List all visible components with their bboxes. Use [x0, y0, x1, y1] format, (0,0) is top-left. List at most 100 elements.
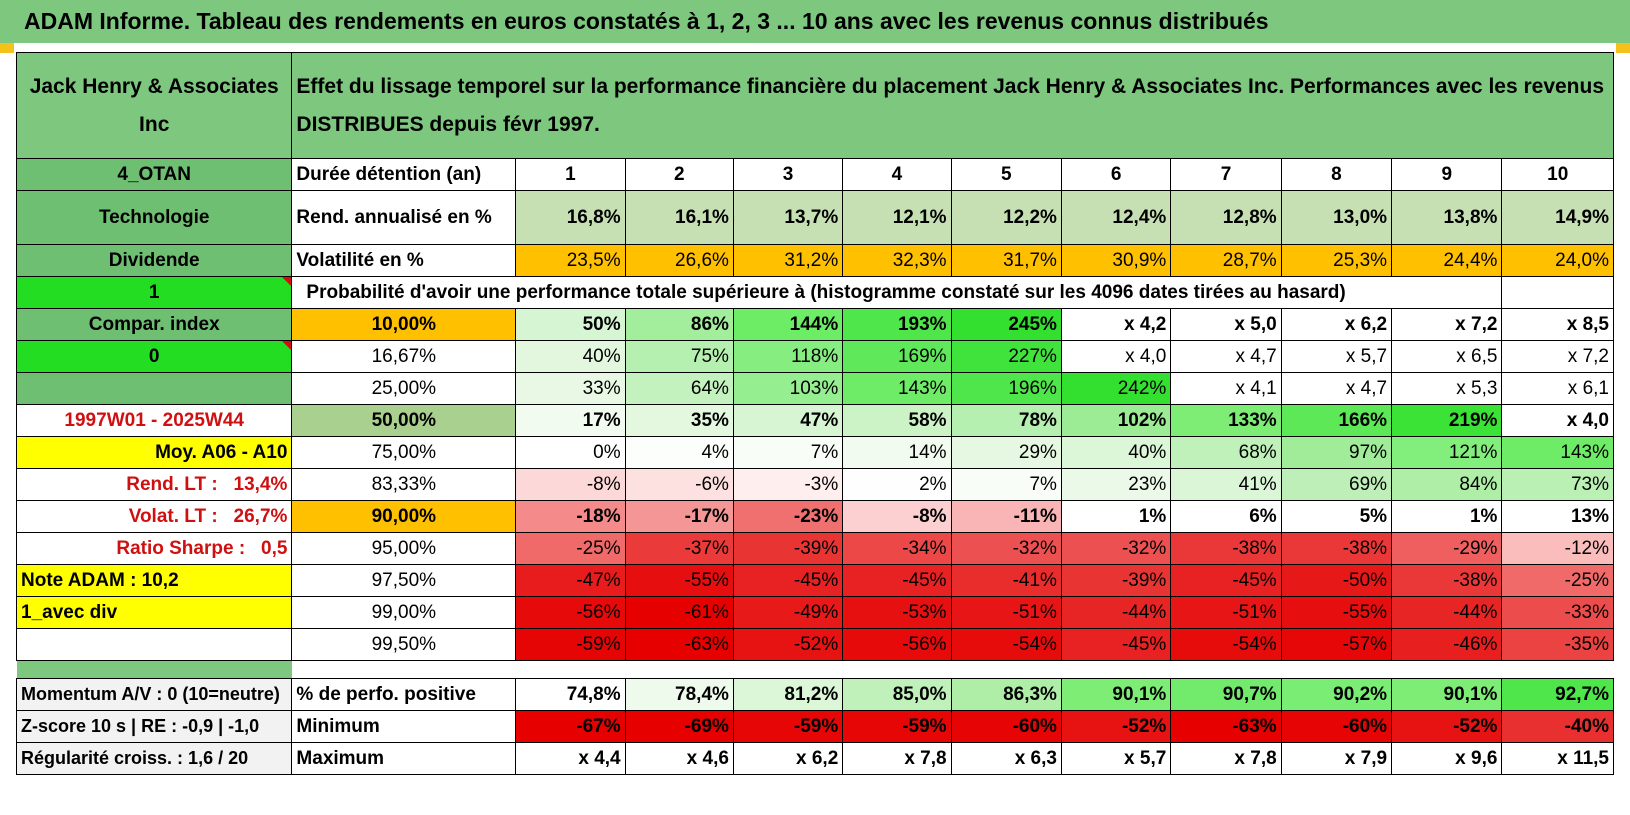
volatility-cell: 31,2%: [732, 244, 844, 277]
corner-marker-left: [0, 43, 14, 53]
prob-cell: x 6,1: [1501, 372, 1614, 405]
positive-cell: 81,2%: [732, 678, 844, 711]
prob-cell: 219%: [1391, 404, 1503, 437]
prob-cell: x 5,7: [1280, 340, 1393, 373]
minimum-cell: -69%: [624, 710, 734, 743]
maximum-row: Régularité croiss. : 1,6 / 20 Maximum x …: [15, 742, 1614, 775]
asset-code: 4_OTAN: [15, 158, 293, 191]
maximum-cell: x 5,7: [1060, 742, 1172, 775]
year-cell: 10: [1501, 158, 1614, 191]
prob-cell: 133%: [1170, 404, 1282, 437]
annual-return-label: Rend. annualisé en %: [291, 190, 517, 245]
year-cell: 6: [1060, 158, 1172, 191]
prob-cell: 17%: [515, 404, 626, 437]
prob-cell: -45%: [842, 564, 952, 597]
regularity-label: Régularité croiss. : 1,6 / 20: [15, 742, 293, 775]
prob-cell: -45%: [1170, 564, 1282, 597]
volatility-cell: 26,6%: [624, 244, 734, 277]
empty-cell: [1501, 276, 1614, 309]
prob-cell: 5%: [1280, 500, 1393, 533]
prob-cell: x 4,0: [1060, 340, 1172, 373]
prob-cell: 97%: [1280, 436, 1393, 469]
minimum-cell: -60%: [1280, 710, 1393, 743]
prob-cell: -44%: [1391, 596, 1503, 629]
prob-cell: 242%: [1060, 372, 1172, 405]
year-cell: 4: [842, 158, 952, 191]
compar-index-label: Compar. index: [15, 308, 293, 341]
prob-cell: 40%: [1060, 436, 1172, 469]
prob-cell: 103%: [732, 372, 844, 405]
positive-cell: 85,0%: [842, 678, 952, 711]
prob-cell: 1%: [1060, 500, 1172, 533]
prob-cell: -56%: [842, 628, 952, 661]
probability-title-row: 1 Probabilité d'avoir une performance to…: [15, 276, 1614, 309]
prob-cell: -8%: [515, 468, 626, 501]
annual-return-cell: 13,7%: [732, 190, 844, 245]
volatility-cell: 23,5%: [515, 244, 626, 277]
year-cell: 1: [515, 158, 626, 191]
prob-cell: -56%: [515, 596, 626, 629]
prob-cell: 196%: [950, 372, 1062, 405]
prob-cell: -54%: [950, 628, 1062, 661]
prob-row: Rend. LT : 13,4% 83,33% -8% -6% -3% 2% 7…: [15, 468, 1614, 501]
year-cell: 9: [1391, 158, 1503, 191]
minimum-cell: -52%: [1060, 710, 1172, 743]
annual-return-cell: 12,1%: [842, 190, 952, 245]
table-description: Effet du lissage temporel sur la perform…: [291, 52, 1614, 159]
prob-cell: 1%: [1391, 500, 1503, 533]
prob-cell: -53%: [842, 596, 952, 629]
prob-cell: -55%: [624, 564, 734, 597]
prob-cell: 121%: [1391, 436, 1503, 469]
prob-row: Ratio Sharpe : 0,5 95,00% -25% -37% -39%…: [15, 532, 1614, 565]
maximum-cell: x 6,3: [950, 742, 1062, 775]
prob-cell: -34%: [842, 532, 952, 565]
prob-cell: 13%: [1501, 500, 1614, 533]
prob-row: Compar. index 10,00% 50% 86% 144% 193% 2…: [15, 308, 1614, 341]
prob-cell: -52%: [732, 628, 844, 661]
prob-cell: -38%: [1391, 564, 1503, 597]
annual-return-cell: 16,1%: [624, 190, 734, 245]
prob-cell: x 7,2: [1391, 308, 1503, 341]
sector-label: Technologie: [15, 190, 293, 245]
prob-cell: 227%: [950, 340, 1062, 373]
positive-cell: 90,1%: [1391, 678, 1503, 711]
flag-one-cell[interactable]: 1: [15, 276, 293, 309]
probability-level: 83,33%: [291, 468, 517, 501]
prob-cell: -25%: [1501, 564, 1614, 597]
prob-cell: x 5,0: [1170, 308, 1282, 341]
positive-cell: 90,2%: [1280, 678, 1393, 711]
flag-zero-cell[interactable]: 0: [15, 340, 293, 373]
volatility-cell: 24,4%: [1391, 244, 1503, 277]
duration-label: Durée détention (an): [291, 158, 517, 191]
prob-cell: -18%: [515, 500, 626, 533]
prob-cell: 166%: [1280, 404, 1393, 437]
prob-cell: x 4,1: [1170, 372, 1282, 405]
volatility-cell: 25,3%: [1280, 244, 1393, 277]
minimum-cell: -60%: [950, 710, 1062, 743]
prob-cell: 14%: [842, 436, 952, 469]
annual-return-cell: 13,8%: [1391, 190, 1503, 245]
minimum-cell: -59%: [842, 710, 952, 743]
volatility-cell: 31,7%: [950, 244, 1062, 277]
prob-cell: -44%: [1060, 596, 1172, 629]
performance-table: Jack Henry & Associates Inc Effet du lis…: [15, 52, 1614, 775]
prob-row: 0 16,67% 40% 75% 118% 169% 227% x 4,0 x …: [15, 340, 1614, 373]
prob-cell: -6%: [624, 468, 734, 501]
prob-cell: x 6,2: [1280, 308, 1393, 341]
volatility-label: Volatilité en %: [291, 244, 517, 277]
prob-cell: 6%: [1170, 500, 1282, 533]
probability-level: 99,00%: [291, 596, 517, 629]
prob-cell: 2%: [842, 468, 952, 501]
prob-cell: 50%: [515, 308, 626, 341]
minimum-cell: -52%: [1391, 710, 1503, 743]
long-term-volatility-value: 26,7%: [233, 505, 288, 527]
volatility-cell: 30,9%: [1060, 244, 1172, 277]
prob-cell: -25%: [515, 532, 626, 565]
prob-cell: -45%: [1060, 628, 1172, 661]
prob-cell: 144%: [732, 308, 844, 341]
year-cell: 5: [950, 158, 1062, 191]
prob-cell: -8%: [842, 500, 952, 533]
prob-cell: 23%: [1060, 468, 1172, 501]
prob-cell: -3%: [732, 468, 844, 501]
prob-cell: 73%: [1501, 468, 1614, 501]
